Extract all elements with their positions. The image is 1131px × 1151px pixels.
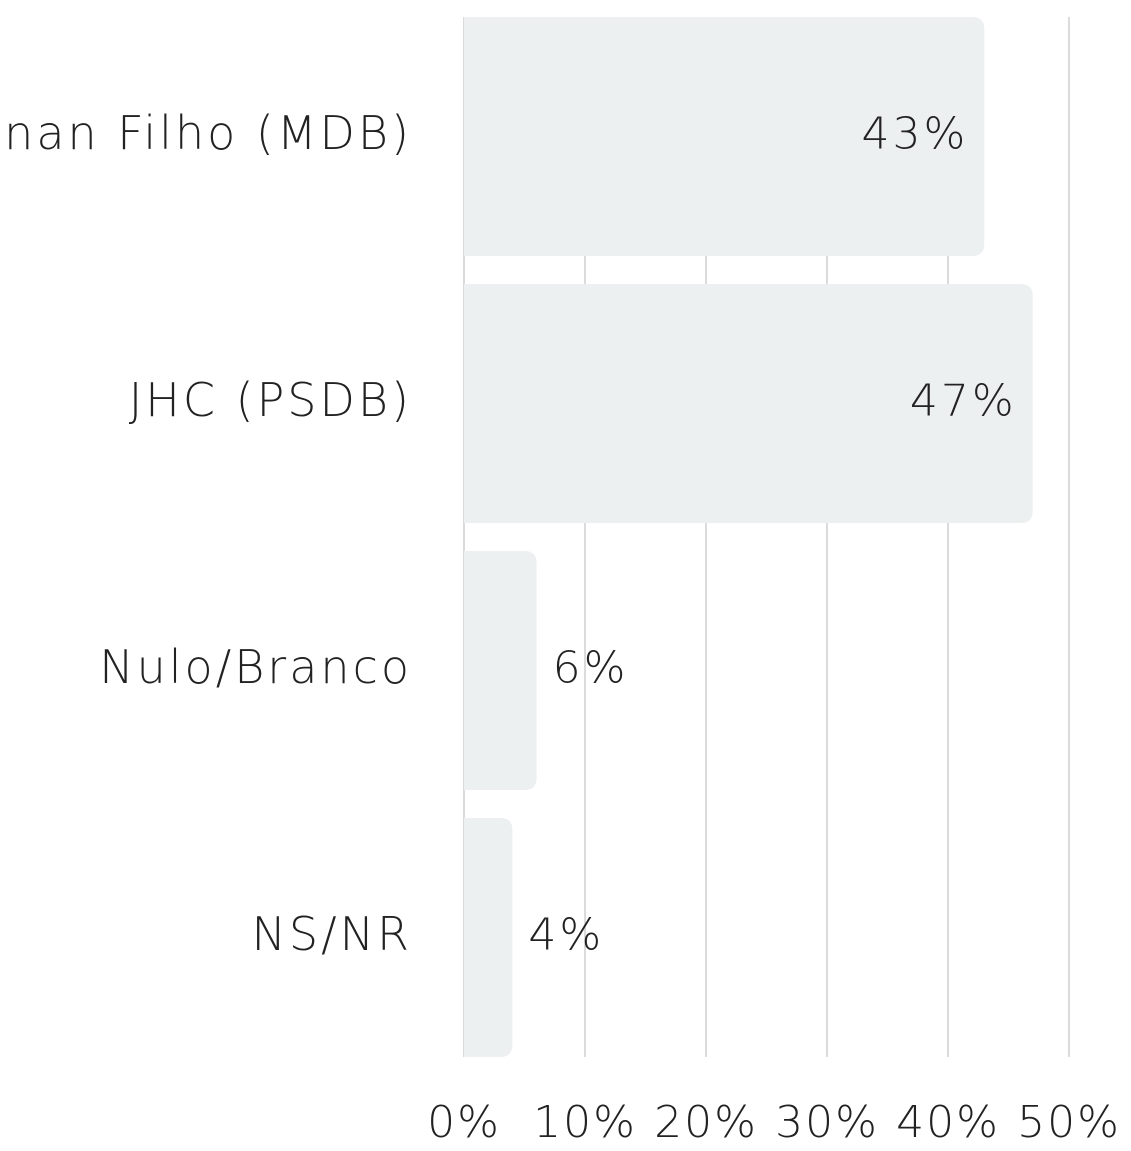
value-label: 43% (862, 109, 969, 160)
bar (464, 284, 1033, 523)
category-label: Renan Filho (MDB) (0, 106, 412, 160)
x-tick-label: 20% (654, 1097, 758, 1148)
x-tick-label: 0% (427, 1097, 501, 1148)
x-tick-label: 40% (896, 1097, 1000, 1148)
category-label: JHC (PSDB) (129, 373, 412, 427)
x-tick-label: 30% (775, 1097, 879, 1148)
x-tick-label: 10% (533, 1097, 637, 1148)
value-label: 6% (553, 643, 629, 694)
bar (464, 818, 513, 1057)
x-tick-label: 50% (1017, 1097, 1121, 1148)
bar (464, 551, 537, 790)
value-label: 47% (910, 376, 1017, 427)
category-label: NS/NR (252, 907, 412, 961)
value-label: 4% (528, 910, 604, 961)
bar (464, 17, 985, 256)
category-label: Nulo/Branco (99, 640, 412, 694)
